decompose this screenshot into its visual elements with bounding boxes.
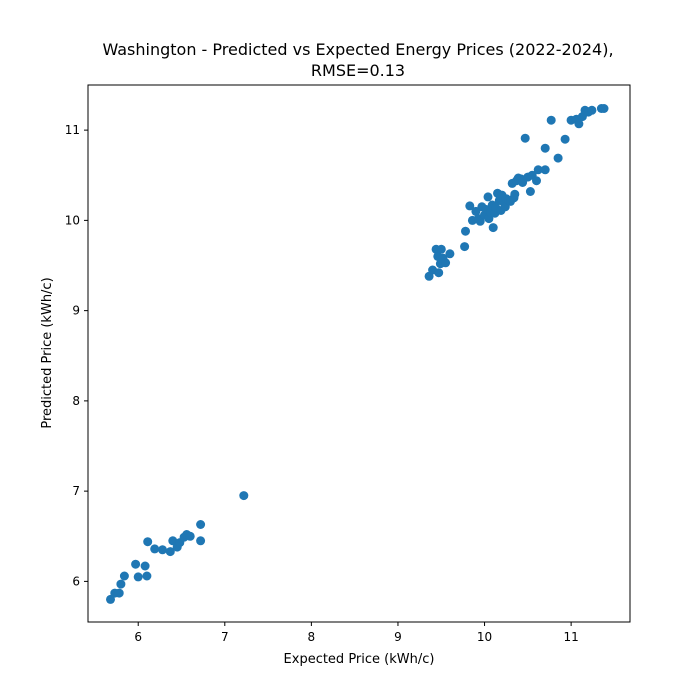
data-point	[116, 579, 126, 589]
data-point	[510, 189, 520, 199]
data-point	[114, 588, 124, 598]
x-tick-label: 7	[221, 630, 229, 644]
scatter-points	[106, 104, 609, 604]
data-point	[553, 153, 563, 163]
data-point	[483, 192, 493, 202]
data-point	[520, 133, 530, 143]
x-tick-label: 10	[477, 630, 492, 644]
data-point	[196, 536, 206, 546]
data-point	[574, 119, 584, 129]
data-point	[119, 571, 129, 581]
data-point	[441, 258, 451, 268]
data-point	[106, 594, 115, 604]
data-point	[461, 226, 470, 236]
data-point	[142, 571, 152, 581]
y-tick-label: 6	[72, 574, 80, 588]
data-point	[158, 545, 167, 555]
data-point	[143, 537, 153, 547]
data-point	[185, 531, 195, 541]
x-tick-label: 9	[394, 630, 402, 644]
y-tick-label: 11	[65, 123, 80, 137]
x-tick-label: 11	[563, 630, 578, 644]
data-point	[488, 223, 498, 233]
data-point	[239, 491, 249, 501]
x-axis-ticks: 6 7 8 9 10 11	[134, 622, 579, 644]
plot-frame	[87, 84, 631, 623]
data-point	[540, 165, 550, 175]
data-point	[587, 105, 597, 115]
data-point	[165, 547, 175, 557]
data-point	[436, 244, 446, 254]
data-point	[434, 268, 444, 278]
y-tick-label: 7	[72, 484, 80, 498]
y-axis-label: Predicted Price (kWh/c)	[40, 277, 55, 428]
data-point	[475, 216, 485, 226]
y-tick-label: 8	[72, 394, 80, 408]
x-tick-label: 8	[308, 630, 316, 644]
data-point	[150, 544, 160, 554]
data-point	[525, 187, 535, 196]
data-point	[532, 176, 541, 186]
x-axis-label: Expected Price (kWh/c)	[284, 652, 435, 667]
data-point	[546, 115, 556, 125]
data-point	[460, 242, 470, 252]
data-point	[560, 134, 570, 144]
data-point	[131, 559, 141, 569]
y-axis-ticks: 6 7 8 9 10 11	[65, 123, 88, 588]
data-point	[540, 143, 550, 153]
data-point	[445, 249, 455, 259]
chart-title-line1: Washington - Predicted vs Expected Energ…	[102, 40, 613, 59]
y-tick-label: 10	[65, 213, 80, 227]
y-tick-label: 9	[72, 304, 80, 318]
data-point	[140, 561, 150, 571]
chart-title-line2: RMSE=0.13	[311, 61, 405, 80]
data-point	[465, 201, 475, 211]
data-point	[533, 165, 543, 175]
data-point	[168, 536, 178, 546]
data-point	[599, 104, 609, 113]
data-point	[196, 520, 206, 529]
x-tick-label: 6	[134, 630, 142, 644]
data-point	[133, 572, 143, 582]
